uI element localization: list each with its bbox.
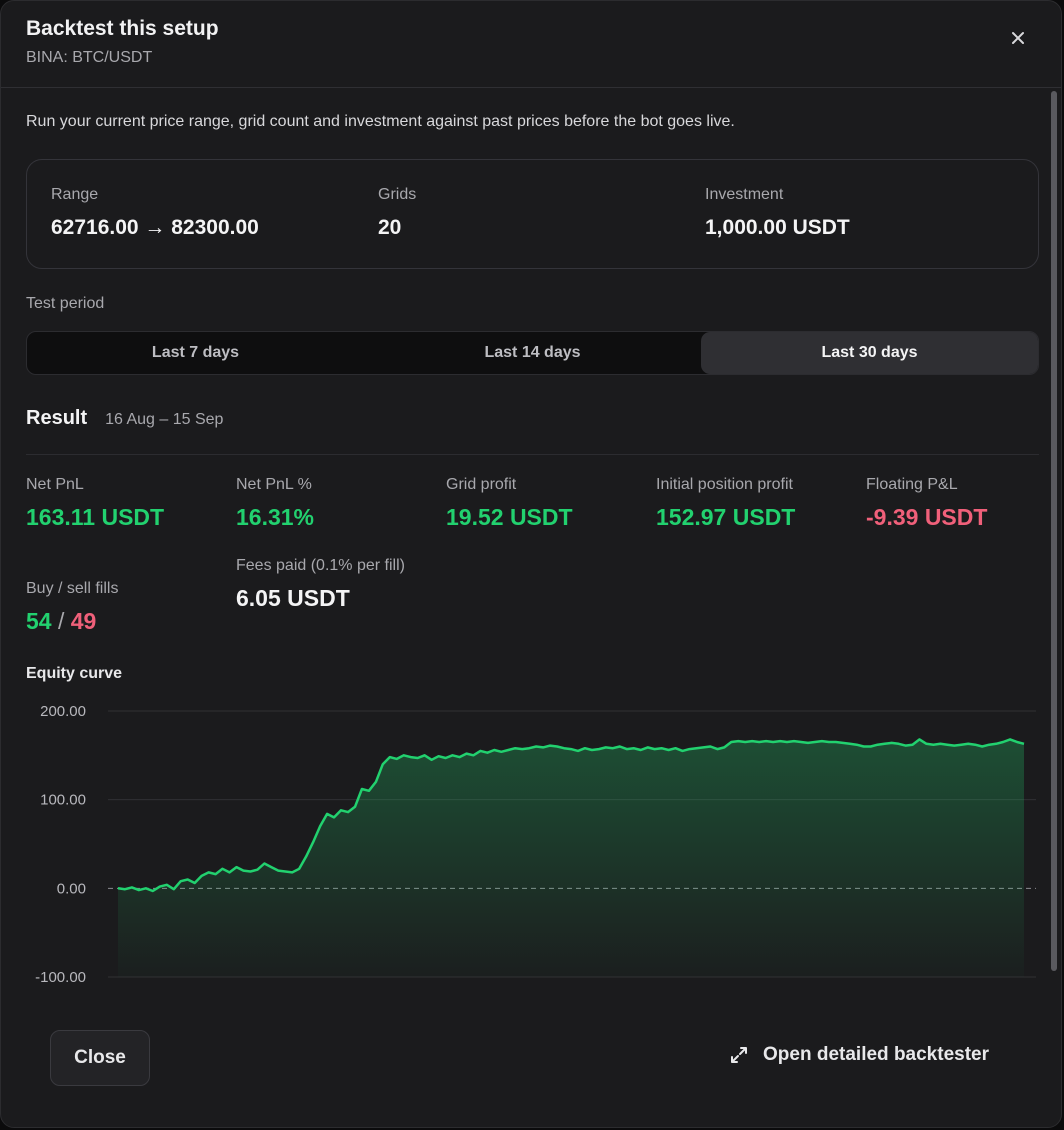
grids-value: 20 [378, 216, 402, 239]
period-option-14d[interactable]: Last 14 days [484, 344, 581, 361]
y-tick-label: 0.00 [57, 880, 86, 897]
floating-value: -9.39 USDT [866, 504, 988, 530]
y-tick-label: -100.00 [35, 969, 86, 986]
divider [26, 454, 1039, 455]
equity-curve-label: Equity curve [26, 665, 123, 682]
equity-chart: 200.00 100.00 0.00 -100.00 [35, 703, 1036, 986]
net-pnl-pct-value: 16.31% [236, 504, 315, 530]
period-option-7d[interactable]: Last 7 days [151, 344, 240, 361]
symbol-label: BINA: BTC/USDT [26, 49, 153, 66]
result-dates: 16 Aug – 15 Sep [105, 411, 224, 428]
test-period-label: Test period [26, 295, 105, 312]
stat-fees: Fees paid (0.1% per fill) 6.05 USDT [236, 554, 406, 612]
dialog-header: Backtest this setup BINA: BTC/USDT [1, 1, 1061, 88]
sell-fills: 49 [70, 608, 97, 634]
investment-value: 1,000.00 USDT [705, 216, 850, 239]
open-backtester-label: Open detailed backtester [763, 1044, 989, 1065]
equity-line [117, 738, 1025, 893]
dialog-title: Backtest this setup [26, 17, 219, 40]
fills-value: 54 / 49 [26, 608, 216, 635]
setup-summary: Range 62716.00 → 82300.00 Grids 20 Inves… [26, 159, 1039, 269]
grids-summary: Grids 20 [378, 186, 416, 240]
range-label: Range [51, 186, 99, 203]
range-value: 62716.00 → 82300.00 [51, 216, 259, 239]
close-icon[interactable] [1007, 27, 1029, 49]
intro-text: Run your current price range, grid count… [26, 113, 735, 130]
floating-label: Floating P&L [866, 476, 958, 493]
fees-label: Fees paid (0.1% per fill) [236, 557, 405, 574]
initial-position-value: 152.97 USDT [656, 504, 796, 530]
result-title: Result [26, 407, 88, 429]
initial-position-label: Initial position profit [656, 476, 793, 493]
open-backtester-button[interactable]: Open detailed backtester [729, 1044, 989, 1066]
result-heading: Result 16 Aug – 15 Sep [26, 407, 223, 430]
stat-grid-profit: Grid profit 19.52 USDT [446, 473, 636, 531]
stat-initial-position: Initial position profit 152.97 USDT [656, 473, 846, 531]
test-period-selector: Last 7 days Last 14 days Last 30 days [26, 331, 1039, 375]
investment-label: Investment [705, 186, 784, 203]
net-pnl-label: Net PnL [26, 476, 84, 493]
stat-net-pnl: Net PnL 163.11 USDT [26, 473, 216, 531]
scrollbar[interactable] [1051, 91, 1057, 971]
stat-net-pnl-pct: Net PnL % 16.31% [236, 473, 426, 531]
fills-separator: / [51, 608, 71, 634]
net-pnl-pct-label: Net PnL % [236, 476, 312, 493]
fees-value: 6.05 USDT [236, 585, 350, 611]
buy-fills: 54 [26, 608, 52, 634]
range-summary: Range 62716.00 → 82300.00 [51, 186, 259, 240]
stat-floating: Floating P&L -9.39 USDT [866, 473, 1056, 531]
y-tick-label: 100.00 [40, 792, 86, 809]
equity-area [118, 739, 1024, 977]
net-pnl-value: 163.11 USDT [26, 504, 165, 530]
investment-summary: Investment 1,000.00 USDT [705, 186, 850, 240]
close-button[interactable]: Close [50, 1030, 150, 1086]
stat-fills: Buy / sell fills 54 / 49 [26, 577, 216, 635]
expand-icon [731, 1047, 748, 1063]
grid-profit-value: 19.52 USDT [446, 504, 573, 530]
grids-label: Grids [378, 186, 417, 203]
grid-profit-label: Grid profit [446, 476, 517, 493]
y-tick-label: 200.00 [40, 703, 86, 720]
period-option-30d[interactable]: Last 30 days [701, 332, 1038, 374]
fills-label: Buy / sell fills [26, 580, 119, 597]
